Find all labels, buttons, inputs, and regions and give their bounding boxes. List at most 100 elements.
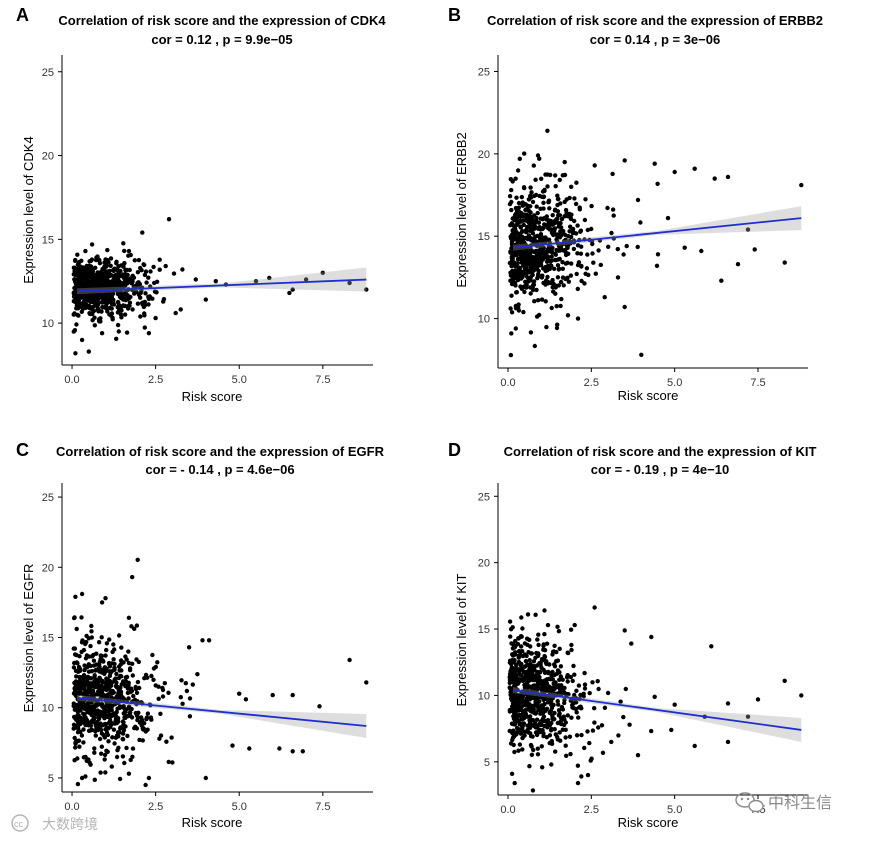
y-tick-label: 20 bbox=[42, 151, 54, 163]
x-tick-label: 2.5 bbox=[584, 804, 599, 816]
data-point bbox=[552, 662, 557, 667]
data-point bbox=[92, 777, 98, 782]
data-point bbox=[89, 623, 94, 629]
data-point bbox=[541, 657, 546, 662]
data-point bbox=[516, 636, 521, 641]
data-point bbox=[522, 185, 527, 191]
data-point bbox=[529, 255, 534, 260]
data-point bbox=[149, 717, 154, 722]
data-point bbox=[119, 645, 124, 650]
data-point bbox=[513, 176, 518, 181]
data-point bbox=[541, 249, 546, 254]
data-point bbox=[535, 276, 540, 281]
data-point bbox=[75, 312, 80, 318]
data-point bbox=[563, 237, 568, 242]
data-point bbox=[569, 212, 574, 217]
y-tick-label: 15 bbox=[478, 231, 490, 243]
data-point bbox=[73, 594, 78, 599]
data-point bbox=[101, 298, 106, 304]
data-point bbox=[592, 706, 597, 711]
data-point bbox=[126, 682, 131, 688]
data-point bbox=[114, 754, 120, 760]
y-tick-label: 25 bbox=[42, 67, 54, 79]
data-point bbox=[364, 287, 369, 292]
data-point bbox=[516, 213, 522, 219]
data-point bbox=[528, 330, 534, 335]
data-point bbox=[195, 672, 200, 677]
data-point bbox=[610, 171, 615, 177]
data-point bbox=[114, 709, 119, 715]
panel-b: B Correlation of risk score and the expr… bbox=[448, 5, 823, 403]
data-point bbox=[77, 277, 82, 282]
data-point bbox=[158, 711, 163, 716]
data-point bbox=[92, 715, 97, 720]
data-point bbox=[528, 185, 533, 190]
data-point bbox=[557, 177, 562, 183]
data-point bbox=[71, 701, 77, 706]
data-point bbox=[512, 780, 517, 786]
data-point bbox=[558, 664, 564, 669]
data-point bbox=[535, 210, 540, 216]
data-point bbox=[582, 217, 588, 223]
data-point bbox=[532, 213, 537, 218]
data-point bbox=[111, 727, 117, 732]
data-point bbox=[150, 296, 155, 301]
ticks-group: 0.0 2.5 5.0 7.5 5 10 15 20 25 bbox=[42, 492, 331, 813]
data-point bbox=[578, 228, 584, 233]
data-point bbox=[121, 262, 126, 268]
data-point bbox=[585, 729, 590, 734]
data-point bbox=[103, 653, 108, 658]
data-point bbox=[540, 704, 545, 709]
data-point bbox=[539, 176, 544, 181]
data-point bbox=[602, 295, 607, 300]
data-point bbox=[530, 677, 535, 683]
data-point bbox=[544, 324, 549, 330]
data-point bbox=[584, 266, 590, 271]
data-point bbox=[536, 312, 542, 318]
data-point bbox=[517, 742, 523, 747]
data-point bbox=[562, 700, 567, 706]
data-point bbox=[237, 691, 242, 696]
data-point bbox=[536, 298, 541, 303]
data-point bbox=[579, 732, 584, 738]
data-point bbox=[73, 266, 78, 271]
y-axis-label: Expression level of EGFR bbox=[21, 564, 36, 713]
data-point bbox=[180, 267, 185, 272]
data-point bbox=[91, 658, 97, 663]
data-point bbox=[605, 205, 610, 211]
data-point bbox=[527, 270, 532, 275]
data-point bbox=[514, 290, 519, 295]
data-point bbox=[540, 189, 546, 194]
data-point bbox=[87, 687, 92, 693]
panel-c: C Correlation of risk score and the expr… bbox=[16, 440, 385, 830]
data-point bbox=[135, 679, 141, 685]
data-point bbox=[520, 735, 525, 741]
data-point bbox=[88, 708, 93, 713]
y-tick-label: 5 bbox=[484, 757, 490, 769]
data-point bbox=[128, 252, 133, 258]
data-point bbox=[108, 256, 114, 261]
data-point bbox=[513, 326, 518, 331]
data-point bbox=[126, 615, 132, 620]
data-point bbox=[75, 300, 81, 305]
data-point bbox=[533, 177, 538, 182]
data-point bbox=[523, 659, 529, 664]
data-point bbox=[582, 281, 587, 286]
data-point bbox=[555, 193, 560, 198]
y-tick-label: 20 bbox=[478, 558, 490, 570]
data-point bbox=[512, 749, 517, 755]
data-point bbox=[116, 633, 122, 638]
data-point bbox=[545, 281, 551, 286]
data-point bbox=[536, 642, 541, 648]
data-point bbox=[621, 714, 626, 720]
data-point bbox=[90, 683, 96, 689]
data-point bbox=[725, 701, 731, 706]
data-point bbox=[532, 667, 537, 672]
data-point bbox=[128, 757, 133, 763]
data-point bbox=[75, 262, 81, 267]
data-point bbox=[110, 735, 115, 740]
panel-title: Correlation of risk score and the expres… bbox=[487, 13, 823, 28]
data-point bbox=[114, 671, 119, 677]
data-point bbox=[596, 686, 601, 692]
